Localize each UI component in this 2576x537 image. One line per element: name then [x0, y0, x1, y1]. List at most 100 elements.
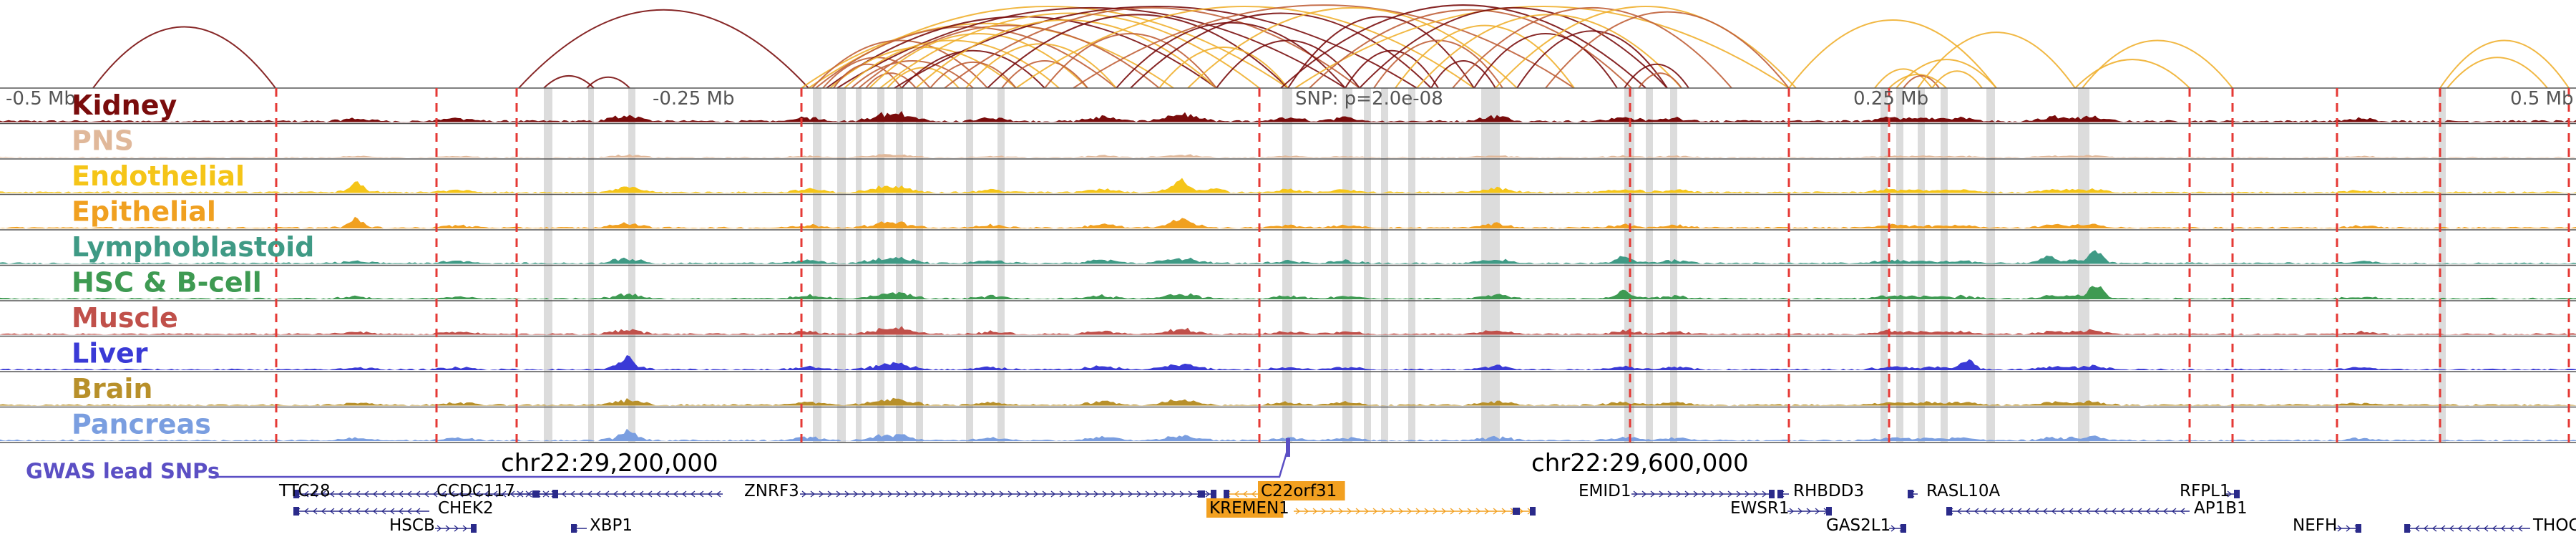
track-label-hsc-bcell: HSC & B-cell — [72, 267, 262, 299]
interaction-arc — [1001, 60, 1088, 89]
interaction-arc — [1416, 14, 1682, 89]
interaction-arc — [586, 76, 630, 89]
interaction-arc — [2439, 39, 2570, 89]
interaction-arc — [1788, 19, 1997, 89]
ruler-label-minus-0-25: -0.25 Mb — [653, 88, 734, 110]
gene-label: CCDC117 — [436, 482, 515, 500]
interaction-arc — [1430, 60, 1496, 89]
interaction-arc — [1874, 68, 1933, 89]
exon-block — [1211, 490, 1216, 498]
interaction-arc — [858, 24, 1160, 89]
strand-chevrons — [2227, 490, 2233, 498]
strand-chevrons — [1633, 490, 1767, 498]
exon-block — [1826, 507, 1832, 516]
track-label-muscle: Muscle — [72, 302, 178, 334]
exon-block — [471, 524, 477, 533]
epithelial-signal — [0, 216, 2576, 228]
interaction-arc — [1896, 59, 1997, 89]
interaction-arc — [92, 26, 276, 89]
interaction-arc — [1187, 7, 1518, 89]
interaction-arc — [1287, 16, 1475, 89]
interaction-arc — [1624, 63, 1689, 89]
gene-label: THOC — [2532, 516, 2576, 535]
interaction-arc — [944, 7, 1360, 89]
interaction-arc — [1158, 47, 1289, 89]
ruler-label-plus-0-25: 0.25 Mb — [1853, 88, 1928, 110]
exon-block — [2404, 524, 2410, 533]
exon-block — [1513, 508, 1520, 515]
gwas-lead-snp-line — [215, 444, 1289, 478]
gene-label: HSCB — [389, 516, 435, 535]
interaction-arc — [851, 60, 974, 89]
interaction-arc — [826, 16, 1217, 89]
interaction-arc — [844, 39, 1060, 89]
exon-block — [1908, 490, 1913, 498]
kidney-signal — [0, 111, 2576, 122]
gwas-lead-snp-marker — [1286, 438, 1290, 457]
interaction-arc — [1917, 32, 2076, 89]
interaction-arc — [1359, 6, 1668, 89]
interaction-arc — [915, 19, 1217, 89]
gene-label: KREMEN1 — [1209, 499, 1289, 518]
gene-label: RHBDD3 — [1793, 482, 1864, 500]
gene-highlight-box — [1206, 498, 1284, 518]
gene-label: EMID1 — [1579, 482, 1631, 500]
interaction-arc — [801, 22, 1174, 89]
track-label-liver: Liver — [72, 338, 148, 369]
gene-label: GAS2L1 — [1826, 516, 1890, 535]
exon-block — [571, 524, 577, 533]
exon-block — [1901, 524, 1906, 533]
exon-block — [1946, 507, 1952, 516]
track-label-endothelial: Endothelial — [72, 160, 245, 192]
interaction-arc — [1638, 72, 1682, 89]
gene-label: C22orf31 — [1261, 482, 1337, 500]
exon-block — [2234, 490, 2240, 498]
interaction-arc — [901, 49, 1045, 89]
interaction-arc — [836, 7, 1346, 89]
interaction-arc — [965, 43, 1117, 89]
interaction-arc — [1116, 22, 1346, 89]
track-label-brain: Brain — [72, 373, 152, 405]
interaction-arc — [879, 12, 1260, 89]
gene-highlight-box — [1258, 481, 1345, 500]
interaction-arc — [518, 9, 809, 89]
interaction-arc — [1473, 33, 1618, 89]
exon-block — [2356, 524, 2361, 533]
interaction-arc — [822, 57, 931, 89]
gwas-lead-snps-label: GWAS lead SNPs — [26, 459, 220, 483]
track-labels: Kidney PNS Endothelial Epithelial Lympho… — [72, 90, 314, 440]
muscle-signal — [0, 326, 2576, 335]
ruler-label-minus-0-5: -0.5 Mb — [6, 88, 76, 110]
interaction-arc — [865, 72, 917, 89]
track-label-lymphoblastoid: Lymphoblastoid — [72, 231, 314, 263]
exon-block — [1777, 490, 1783, 498]
interaction-arc — [1073, 4, 1575, 89]
strand-chevrons — [1789, 508, 1829, 515]
interaction-arc — [543, 74, 595, 89]
interaction-arc — [2446, 57, 2548, 89]
gene-label: ZNRF3 — [744, 482, 799, 500]
interaction-arc — [1495, 6, 1797, 89]
interaction-arc — [2074, 59, 2190, 89]
interaction-arc — [930, 62, 1017, 89]
track-label-epithelial: Epithelial — [72, 196, 216, 228]
interaction-arc — [887, 67, 960, 89]
strand-chevrons — [1295, 508, 1533, 515]
track-label-pancreas: Pancreas — [72, 409, 211, 440]
interaction-arc — [2082, 39, 2233, 89]
gene-label: EWSR1 — [1730, 499, 1790, 518]
interaction-arcs — [92, 4, 2570, 89]
interaction-arc — [1931, 70, 1983, 89]
exon-block — [293, 507, 299, 516]
coord-label-29-6m: chr22:29,600,000 — [1531, 449, 1749, 478]
interaction-arc — [1545, 11, 1790, 89]
exon-block — [532, 490, 540, 498]
interaction-arc — [811, 39, 988, 89]
interaction-arc — [1044, 33, 1217, 89]
brain-signal — [0, 397, 2576, 406]
exon-block — [552, 490, 558, 498]
gene-label: RFPL1 — [2180, 482, 2230, 500]
gene-label: TTC28 — [278, 482, 331, 500]
exon-block — [1530, 507, 1536, 516]
